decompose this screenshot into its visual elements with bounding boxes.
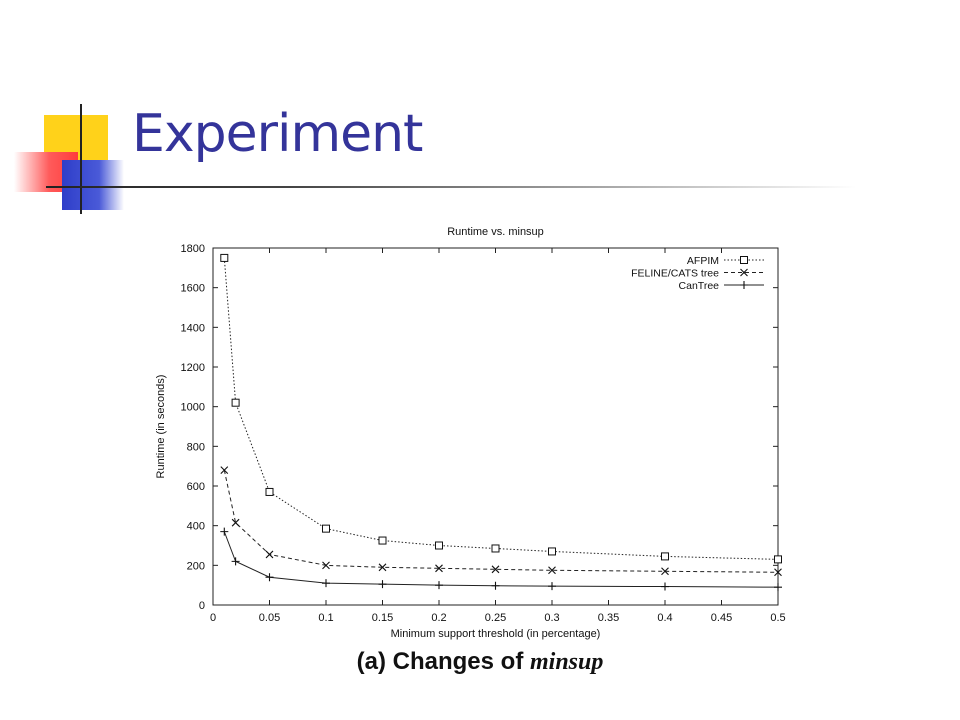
point-feline-cats-tree bbox=[548, 566, 556, 575]
x-tick-label: 0.45 bbox=[711, 612, 732, 624]
legend-marker-afpim bbox=[740, 256, 748, 264]
x-axis-label: Minimum support threshold (in percentage… bbox=[391, 628, 601, 640]
chart-caption: (a) Changes of minsup bbox=[0, 648, 960, 676]
series-line-afpim bbox=[223, 257, 779, 560]
title-underline bbox=[46, 186, 856, 188]
x-tick-label: 0.35 bbox=[598, 612, 619, 624]
x-tick-label: 0.5 bbox=[770, 612, 785, 624]
x-tick-label: 0.05 bbox=[259, 612, 280, 624]
point-afpim bbox=[661, 552, 669, 561]
x-tick-label: 0 bbox=[210, 612, 216, 624]
point-afpim bbox=[774, 555, 782, 564]
point-afpim bbox=[435, 541, 443, 550]
point-cantree bbox=[548, 582, 556, 591]
y-tick-label: 1200 bbox=[181, 362, 205, 374]
series-line-feline-cats-tree bbox=[223, 470, 779, 573]
slide-title: Experiment bbox=[132, 104, 423, 164]
legend-label-afpim: AFPIM bbox=[687, 255, 719, 267]
point-feline-cats-tree bbox=[231, 518, 240, 527]
point-cantree bbox=[661, 582, 669, 591]
x-tick-label: 0.4 bbox=[657, 612, 672, 624]
y-tick-label: 1600 bbox=[181, 283, 205, 295]
point-cantree bbox=[220, 527, 229, 536]
series-line-cantree bbox=[223, 531, 779, 588]
y-tick-label: 800 bbox=[187, 441, 205, 453]
decor-vertical-line bbox=[80, 104, 82, 214]
x-tick-label: 0.3 bbox=[544, 612, 559, 624]
point-afpim bbox=[491, 544, 500, 553]
x-tick-label: 0.1 bbox=[318, 612, 333, 624]
point-feline-cats-tree bbox=[774, 568, 782, 577]
point-afpim bbox=[548, 547, 556, 556]
point-afpim bbox=[322, 524, 330, 533]
y-tick-label: 400 bbox=[187, 521, 205, 533]
chart-title: Runtime vs. minsup bbox=[447, 226, 544, 238]
point-feline-cats-tree bbox=[378, 563, 387, 572]
point-cantree bbox=[231, 557, 240, 566]
point-afpim bbox=[220, 253, 229, 262]
y-tick-label: 1400 bbox=[181, 322, 205, 334]
point-cantree bbox=[435, 581, 443, 590]
y-tick-label: 1800 bbox=[181, 243, 205, 255]
legend-label-feline-cats-tree: FELINE/CATS tree bbox=[631, 268, 719, 280]
x-tick-label: 0.25 bbox=[485, 612, 506, 624]
legend-marker-feline-cats-tree bbox=[740, 268, 748, 277]
point-feline-cats-tree bbox=[491, 565, 500, 574]
point-cantree bbox=[774, 583, 782, 592]
decor-blue-square bbox=[62, 160, 124, 210]
point-feline-cats-tree bbox=[435, 564, 443, 573]
legend-label-cantree: CanTree bbox=[679, 280, 720, 292]
caption-emphasis: minsup bbox=[529, 649, 604, 675]
point-feline-cats-tree bbox=[220, 466, 229, 475]
point-feline-cats-tree bbox=[265, 550, 274, 559]
y-tick-label: 600 bbox=[187, 481, 205, 493]
point-cantree bbox=[265, 573, 274, 582]
point-afpim bbox=[378, 536, 387, 545]
point-afpim bbox=[231, 398, 240, 407]
point-afpim bbox=[265, 487, 274, 496]
y-tick-label: 1000 bbox=[181, 402, 205, 414]
point-cantree bbox=[322, 579, 330, 588]
caption-prefix: (a) Changes of bbox=[356, 648, 530, 675]
point-feline-cats-tree bbox=[661, 567, 669, 576]
y-tick-label: 0 bbox=[199, 600, 205, 612]
x-tick-label: 0.15 bbox=[372, 612, 393, 624]
x-tick-label: 0.2 bbox=[431, 612, 446, 624]
y-tick-label: 200 bbox=[187, 560, 205, 572]
y-axis-label: Runtime (in seconds) bbox=[155, 375, 167, 479]
point-cantree bbox=[491, 581, 500, 590]
point-feline-cats-tree bbox=[322, 561, 330, 570]
point-cantree bbox=[378, 580, 387, 589]
legend-marker-cantree bbox=[740, 281, 748, 289]
